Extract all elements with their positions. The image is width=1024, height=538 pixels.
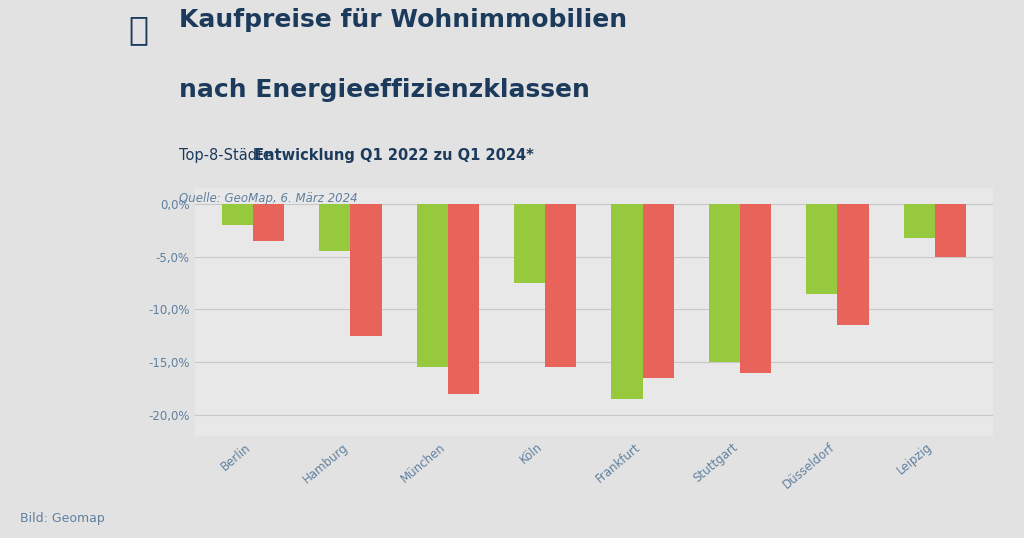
Bar [643, 204, 674, 378]
Bar [838, 204, 868, 325]
Text: nach Energieeffizienzklassen: nach Energieeffizienzklassen [179, 78, 590, 102]
Text: Bild: Geomap: Bild: Geomap [20, 512, 105, 525]
Bar [611, 204, 643, 399]
Text: Kaufpreise für Wohnimmobilien: Kaufpreise für Wohnimmobilien [179, 8, 628, 32]
Bar [417, 204, 447, 367]
Text: Top-8-Städte: Top-8-Städte [179, 148, 276, 163]
Text: 🏢: 🏢 [128, 13, 148, 46]
Text: Quelle: GeoMap, 6. März 2024: Quelle: GeoMap, 6. März 2024 [179, 192, 357, 205]
Bar [514, 204, 545, 283]
Bar [350, 204, 382, 336]
Bar [222, 204, 253, 225]
Bar [935, 204, 966, 257]
Bar [740, 204, 771, 373]
Bar [903, 204, 935, 238]
Bar [545, 204, 577, 367]
Text: Entwicklung Q1 2022 zu Q1 2024*: Entwicklung Q1 2022 zu Q1 2024* [254, 148, 534, 163]
Bar [709, 204, 740, 362]
Bar [447, 204, 479, 394]
Bar [319, 204, 350, 251]
Bar [253, 204, 285, 241]
Bar [806, 204, 838, 294]
